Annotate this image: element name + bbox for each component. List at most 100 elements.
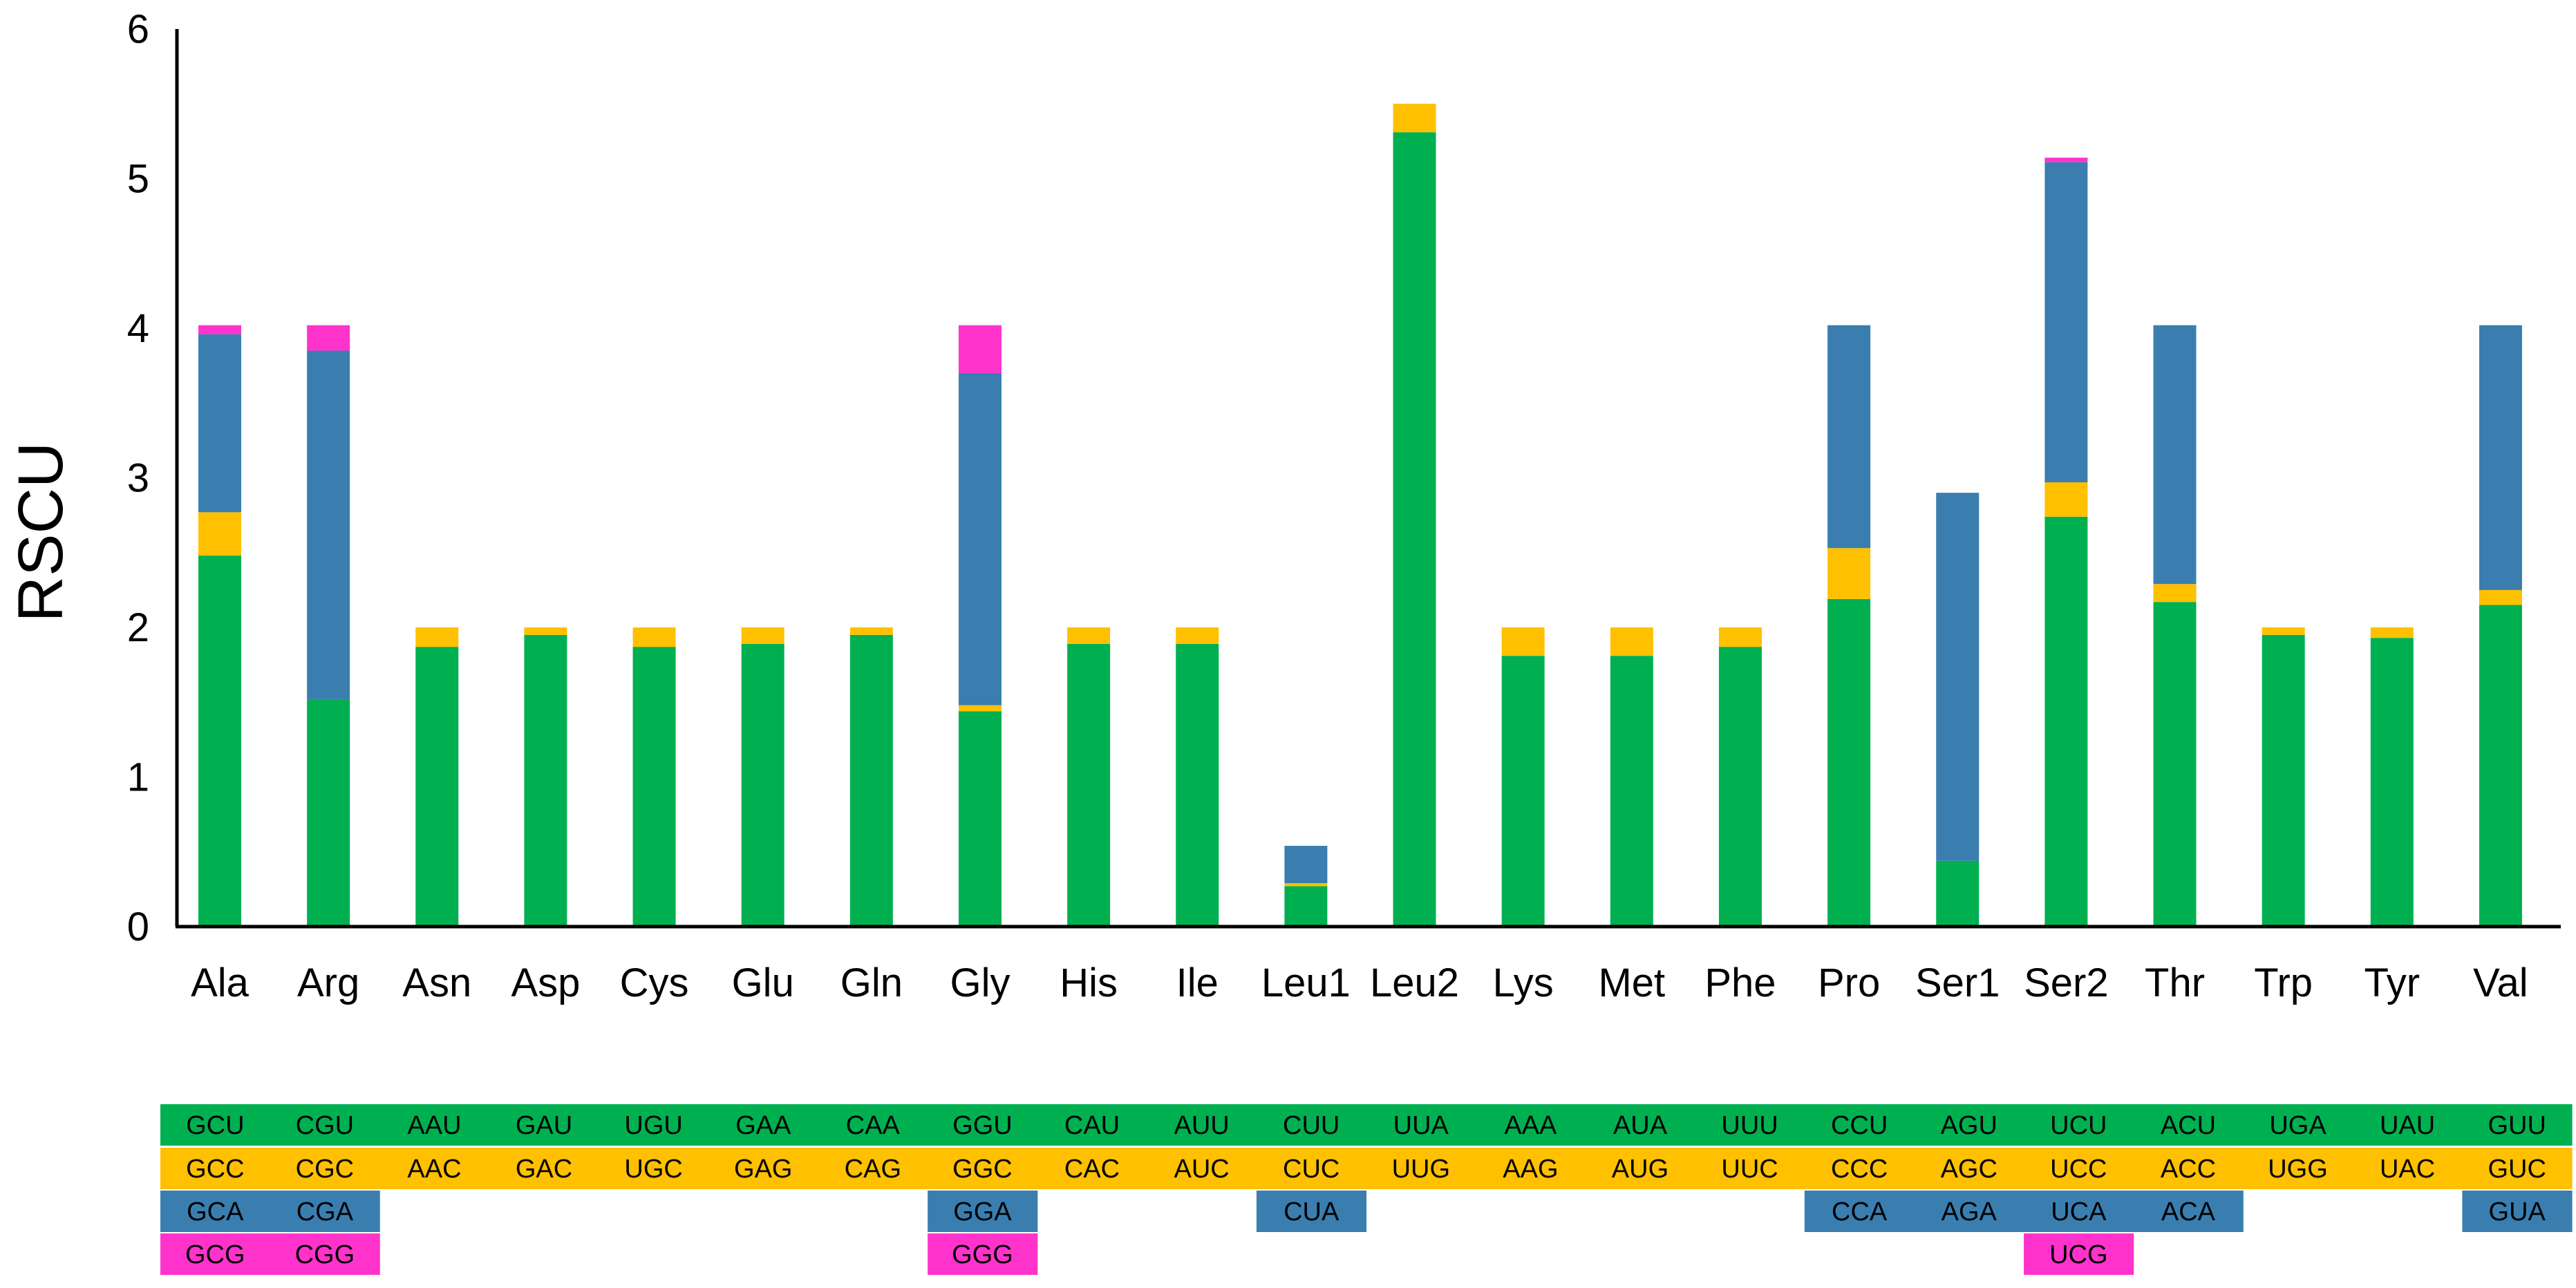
- x-tick-label: Ser1: [1915, 960, 2000, 1005]
- codon-cell: [379, 1104, 490, 1146]
- codon-cell: [2024, 1191, 2134, 1232]
- codon-label: AUG: [1612, 1155, 1668, 1184]
- codon-label: UCU: [2050, 1111, 2107, 1140]
- codon-cell: [928, 1233, 1038, 1275]
- codon-cell: [270, 1104, 380, 1146]
- codon-label: UGA: [2269, 1111, 2326, 1140]
- codon-label: UGG: [2268, 1155, 2328, 1184]
- bar-glu-codon-1: [741, 643, 784, 927]
- codon-label: UGC: [624, 1155, 682, 1184]
- y-tick-label: 0: [127, 905, 149, 949]
- codon-cell: [1147, 1104, 1257, 1146]
- x-tick-label: Phe: [1704, 960, 1776, 1005]
- codon-label: UCG: [2049, 1240, 2107, 1269]
- codon-cell: [2024, 1233, 2134, 1275]
- codon-label: GAU: [516, 1111, 572, 1140]
- bar-arg-codon-1: [307, 699, 350, 927]
- codon-label: GCC: [186, 1155, 244, 1184]
- bar-ser2-codon-3: [2044, 162, 2088, 482]
- codon-cell: [708, 1148, 819, 1189]
- codon-cell: [1037, 1104, 1147, 1146]
- bar-val-codon-2: [2479, 589, 2522, 605]
- codon-cell: [1256, 1148, 1367, 1189]
- bar-leu2-codon-2: [1393, 104, 1436, 133]
- bar-asp-codon-2: [524, 627, 567, 635]
- codon-label: CGA: [297, 1197, 354, 1227]
- bar-gly-codon-2: [958, 705, 1002, 712]
- codon-label: UGU: [624, 1111, 682, 1140]
- bar-asn-codon-1: [415, 647, 459, 927]
- bar-thr-codon-3: [2153, 325, 2197, 585]
- codon-label: ACC: [2161, 1155, 2216, 1184]
- codon-cell: [2024, 1148, 2134, 1189]
- x-tick-label: Asn: [402, 960, 471, 1005]
- bar-trp-codon-1: [2262, 634, 2305, 927]
- bar-leu1-codon-2: [1284, 883, 1328, 887]
- codon-cell: [2462, 1148, 2573, 1189]
- codon-cell: [1366, 1104, 1476, 1146]
- codon-label: UAC: [2380, 1155, 2435, 1184]
- codon-cell: [1147, 1148, 1257, 1189]
- codon-label: GGG: [952, 1240, 1013, 1269]
- codon-label: CAC: [1064, 1155, 1120, 1184]
- codon-label: CCC: [1831, 1155, 1888, 1184]
- codon-label: ACA: [2161, 1197, 2216, 1227]
- codon-cell: [2243, 1104, 2353, 1146]
- y-ticks: 0 1 2 3 4 5 6: [127, 7, 149, 949]
- codon-cell: [928, 1104, 1038, 1146]
- codon-label: UUC: [1721, 1155, 1778, 1184]
- codon-cell: [160, 1233, 271, 1275]
- bar-gly-codon-4: [958, 325, 1002, 373]
- bar-ser2-codon-2: [2044, 482, 2088, 517]
- axes: [175, 29, 2561, 929]
- codon-label: CAG: [845, 1155, 901, 1184]
- bar-ala-codon-1: [198, 556, 241, 927]
- bar-ala-codon-2: [198, 512, 241, 556]
- codon-cell: [489, 1104, 599, 1146]
- codon-cell: [818, 1148, 928, 1189]
- bar-ala-codon-4: [198, 325, 241, 334]
- codon-cell: [160, 1104, 271, 1146]
- bar-pro-codon-1: [1827, 598, 1871, 927]
- codon-cell: [1366, 1148, 1476, 1189]
- bar-ile-codon-1: [1176, 643, 1219, 927]
- codon-label: CGG: [295, 1240, 355, 1269]
- codon-label: AAC: [407, 1155, 461, 1184]
- codon-cell: [1256, 1104, 1367, 1146]
- codon-cell: [1037, 1148, 1147, 1189]
- codon-label: CCA: [1832, 1197, 1888, 1227]
- x-tick-label: Tyr: [2365, 960, 2420, 1005]
- codon-cell: [1256, 1191, 1367, 1232]
- bar-lys-codon-1: [1501, 656, 1545, 927]
- codon-label: CGC: [296, 1155, 354, 1184]
- bar-phe-codon-2: [1718, 627, 1762, 647]
- codon-label: GUU: [2488, 1111, 2546, 1140]
- codon-cell: [1804, 1191, 1915, 1232]
- bar-cys-codon-2: [632, 627, 676, 647]
- codon-label: AGA: [1942, 1197, 1997, 1227]
- bar-ile-codon-2: [1176, 627, 1219, 644]
- codon-cell: [489, 1148, 599, 1189]
- codon-label: GCA: [187, 1197, 244, 1227]
- codon-label: GGU: [952, 1111, 1013, 1140]
- bar-leu1-codon-1: [1284, 886, 1328, 927]
- y-tick-label: 3: [127, 456, 149, 501]
- codon-label: GGC: [952, 1155, 1013, 1184]
- bar-his-codon-2: [1067, 627, 1111, 644]
- bar-glu-codon-2: [741, 627, 784, 644]
- x-tick-label: Met: [1598, 960, 1665, 1005]
- x-tick-label: Pro: [1818, 960, 1880, 1005]
- codon-cell: [818, 1104, 928, 1146]
- bar-his-codon-1: [1067, 643, 1111, 927]
- codon-label: AUA: [1613, 1111, 1668, 1140]
- plot-area: [198, 104, 2522, 927]
- codon-cell: [2352, 1104, 2463, 1146]
- y-tick-label: 2: [127, 605, 149, 650]
- x-tick-label: Gln: [840, 960, 903, 1005]
- x-tick-label: Glu: [732, 960, 794, 1005]
- codon-label: CUU: [1283, 1111, 1339, 1140]
- codon-label: AAG: [1503, 1155, 1558, 1184]
- bar-leu2-codon-1: [1393, 132, 1436, 927]
- bar-asn-codon-2: [415, 627, 459, 647]
- codon-table: GCU CGU AAU GAU UGU GAA CAA GGU CAU AUU CUU UUA AAA A…: [160, 1104, 2573, 1275]
